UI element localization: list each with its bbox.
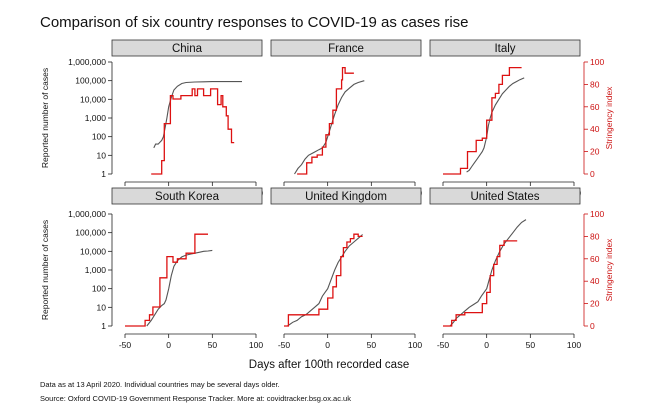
strip-label-france: France [328,43,364,55]
y-right-tick-label-italy: 0 [590,169,595,179]
y-right-tick-label-italy: 20 [590,147,600,157]
y-left-tick-label-china: 1,000 [85,113,107,123]
strip-label-united-states: United States [470,191,539,203]
cases-line-italy [466,77,525,173]
y-right-axis-label-italy: Stringency index [604,86,614,150]
y-left-tick-label-china: 1 [101,169,106,179]
y-left-axis-label-china: Reported number of cases [40,68,50,168]
y-left-tick-label-south-korea: 100 [92,284,106,294]
x-tick-label-united-kingdom: 50 [367,340,377,350]
y-right-tick-label-italy: 40 [590,124,600,134]
x-tick-label-united-states: -50 [437,340,450,350]
x-tick-label-south-korea: 0 [166,340,171,350]
stringency-line-united-states [443,240,518,327]
y-left-tick-label-south-korea: 10 [97,302,107,312]
source-note: Source: Oxford COVID-19 Government Respo… [40,394,351,403]
x-tick-label-united-states: 0 [484,340,489,350]
y-left-tick-label-south-korea: 1,000 [85,265,107,275]
y-right-tick-label-united-states: 40 [590,276,600,286]
strip-label-china: China [172,43,203,55]
y-left-tick-label-south-korea: 1 [101,321,106,331]
y-left-tick-label-china: 100,000 [75,76,106,86]
x-axis-label: Days after 100th recorded case [249,359,409,371]
y-right-tick-label-united-states: 20 [590,299,600,309]
panels-grid: China-500501001101001,00010,000100,0001,… [40,39,614,350]
panel-china: China-500501001101001,00010,000100,0001,… [40,39,263,198]
y-right-axis-label-united-states: Stringency index [604,238,614,302]
stringency-line-south-korea [125,233,208,327]
x-tick-label-united-kingdom: 100 [408,340,422,350]
y-left-tick-label-china: 100 [92,132,106,142]
y-left-tick-label-china: 10 [97,150,107,160]
strip-united-states [429,187,581,205]
stringency-line-italy [443,66,522,175]
x-tick-label-south-korea: -50 [119,340,132,350]
strip-italy [429,39,581,57]
y-right-tick-label-italy: 60 [590,102,600,112]
strip-label-united-kingdom: United Kingdom [305,191,387,203]
y-left-tick-label-china: 10,000 [80,94,106,104]
data-date-note: Data as at 13 April 2020. Individual cou… [40,380,280,389]
strip-label-south-korea: South Korea [155,191,220,203]
y-right-tick-label-italy: 100 [590,57,604,67]
x-tick-label-united-kingdom: 0 [325,340,330,350]
x-tick-label-united-states: 100 [567,340,581,350]
y-left-axis-label-south-korea: Reported number of cases [40,220,50,320]
cases-line-united-kingdom [287,234,363,327]
y-right-tick-label-united-states: 100 [590,209,604,219]
y-left-tick-label-south-korea: 1,000,000 [68,209,106,219]
strip-label-italy: Italy [494,43,515,55]
cases-line-united-states [449,219,527,327]
y-right-tick-label-italy: 80 [590,79,600,89]
strip-china [111,39,263,57]
y-right-tick-label-united-states: 60 [590,254,600,264]
cases-line-france [294,80,365,175]
stringency-line-france [297,66,354,175]
strip-south-korea [111,187,263,205]
panel-united-kingdom: United Kingdom -50 0 50 100 [270,187,422,350]
y-left-tick-label-south-korea: 10,000 [80,246,106,256]
cases-line-south-korea [146,249,213,327]
strip-united-kingdom [270,187,422,205]
y-left-tick-label-china: 1,000,000 [68,57,106,67]
x-tick-label-south-korea: 50 [208,340,218,350]
y-left-tick-label-south-korea: 100,000 [75,228,106,238]
y-right-tick-label-united-states: 80 [590,231,600,241]
cases-line-china [153,81,242,149]
panel-united-states: United States -50 0 50 100 0 20 40 60 80 100 String… [429,187,614,350]
x-tick-label-south-korea: 100 [249,340,263,350]
x-tick-label-united-kingdom: -50 [278,340,291,350]
y-right-tick-label-united-states: 0 [590,321,595,331]
panel-south-korea: South Korea -50 0 50 100 1 10 100 1,000 10,000 100… [40,187,263,350]
strip-france [270,39,422,57]
chart-title: Comparison of six country responses to C… [40,14,469,31]
stringency-line-china [151,88,235,175]
x-tick-label-united-states: 50 [526,340,536,350]
stringency-line-united-kingdom [284,233,363,327]
